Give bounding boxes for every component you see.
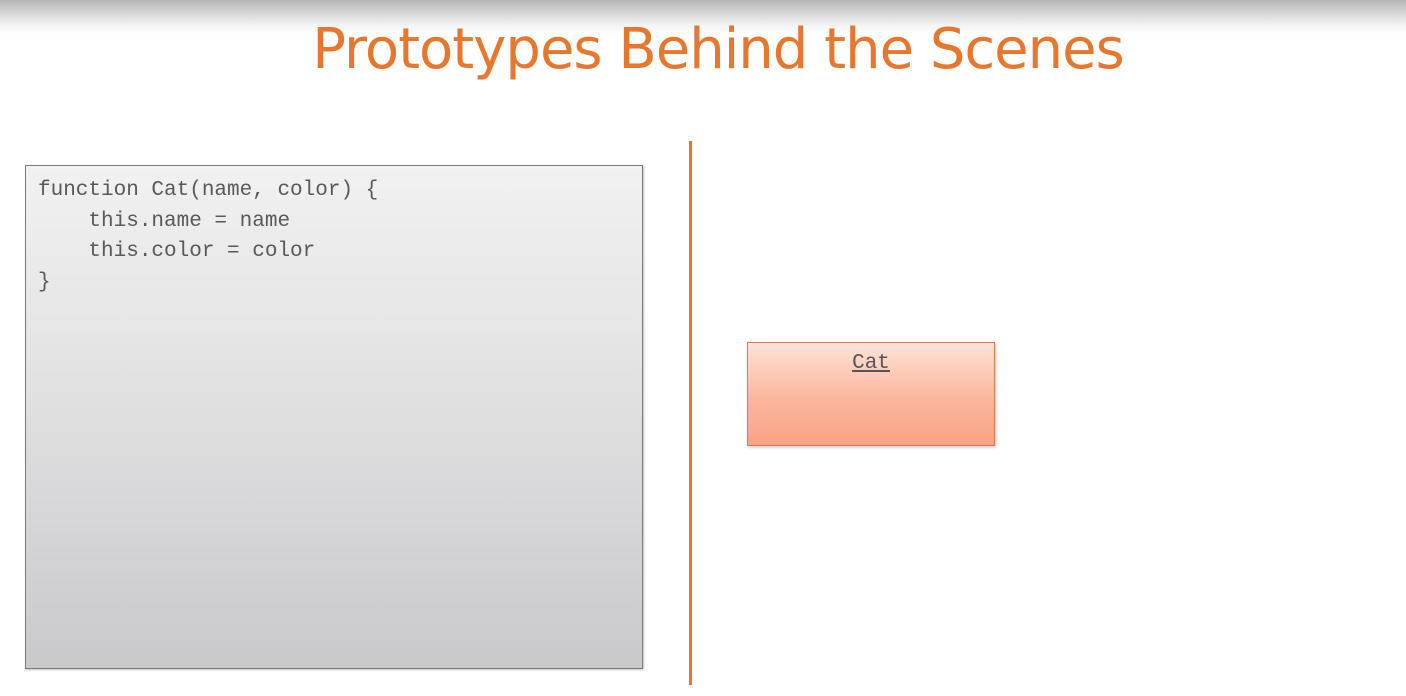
- cat-object-box: Cat: [747, 342, 995, 446]
- top-gradient-bar: [0, 0, 1406, 34]
- code-panel: function Cat(name, color) { this.name = …: [25, 165, 643, 669]
- vertical-divider: [689, 141, 692, 685]
- code-line: this.color = color: [38, 240, 316, 263]
- code-line: this.name = name: [38, 209, 291, 233]
- code-line: function Cat(name, color) {: [38, 179, 379, 202]
- cat-object-label: Cat: [852, 352, 890, 375]
- slide-title: Prototypes Behind the Scenes: [312, 17, 1125, 82]
- code-line: }: [38, 270, 51, 294]
